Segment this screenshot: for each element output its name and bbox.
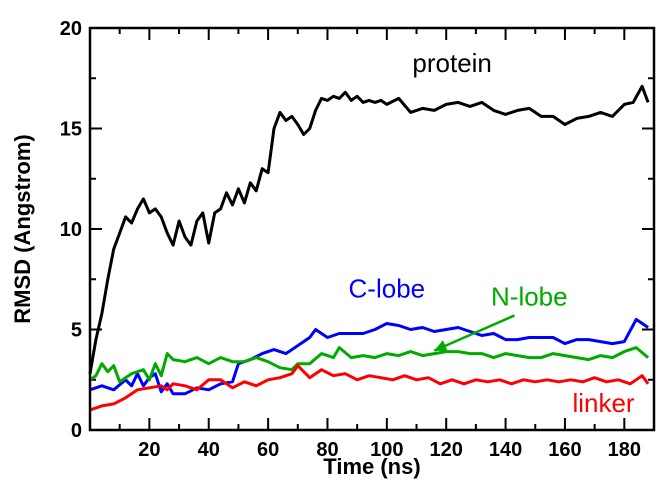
y-tick-label: 15 <box>60 119 82 141</box>
series-line-linker <box>89 364 650 412</box>
series-label-protein: protein <box>412 48 492 78</box>
series-layer <box>88 84 650 412</box>
x-tick-label: 100 <box>370 439 403 461</box>
y-tick-label: 10 <box>60 219 82 241</box>
series-label-c-lobe: C-lobe <box>349 273 426 303</box>
x-tick-label: 60 <box>257 439 279 461</box>
series-label-n-lobe: N-lobe <box>491 281 568 311</box>
x-tick-label: 20 <box>138 439 160 461</box>
x-tick-label: 160 <box>548 439 581 461</box>
x-tick-label: 120 <box>430 439 463 461</box>
x-tick-label: 140 <box>489 439 522 461</box>
y-axis-ticks <box>90 27 654 431</box>
n-lobe-arrowhead <box>434 340 448 352</box>
plot-frame <box>88 26 656 432</box>
x-tick-label: 180 <box>608 439 641 461</box>
y-axis-title: RMSD (Angstrom) <box>10 134 35 323</box>
x-tick-label: 80 <box>316 439 338 461</box>
y-tick-label: 20 <box>60 18 82 40</box>
y-tick-labels: 0 5 10 15 20 <box>60 18 82 442</box>
x-axis-title: Time (ns) <box>323 454 420 479</box>
n-lobe-arrow <box>433 314 515 352</box>
series-line-n-lobe <box>89 346 650 384</box>
x-axis-ticks <box>118 28 626 430</box>
series-label-linker: linker <box>572 388 634 418</box>
y-tick-label: 5 <box>71 320 82 342</box>
x-tick-label: 40 <box>198 439 220 461</box>
y-tick-label: 0 <box>71 420 82 442</box>
series-line-protein <box>88 84 650 374</box>
annotation-layer: protein C-lobe N-lobe linker <box>349 48 635 418</box>
x-tick-labels: 20 40 60 80 100 120 140 160 180 <box>138 439 641 461</box>
